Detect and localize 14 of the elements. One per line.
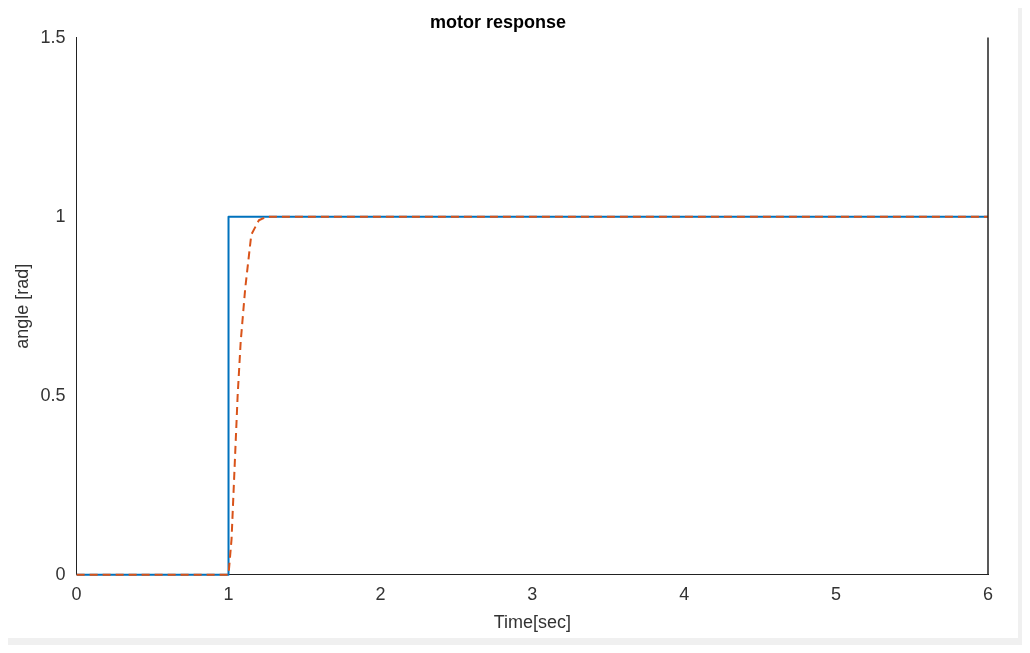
y-tick-label: 0 xyxy=(55,563,66,584)
x-tick-label: 5 xyxy=(831,583,842,604)
x-tick-label: 0 xyxy=(71,583,82,604)
x-tick-label: 4 xyxy=(679,583,690,604)
y-tick-label: 1 xyxy=(55,205,66,226)
x-tick-label: 1 xyxy=(223,583,234,604)
y-tick-label: 1.5 xyxy=(40,26,66,47)
x-tick-label: 2 xyxy=(375,583,386,604)
x-tick-label: 6 xyxy=(982,583,994,604)
y-axis-title: angle [rad] xyxy=(11,263,32,349)
chart-title: motor response xyxy=(429,11,567,32)
y-tick-label: 0.5 xyxy=(40,384,66,405)
x-tick-label: 3 xyxy=(527,583,538,604)
x-axis-title: Time[sec] xyxy=(493,612,571,633)
